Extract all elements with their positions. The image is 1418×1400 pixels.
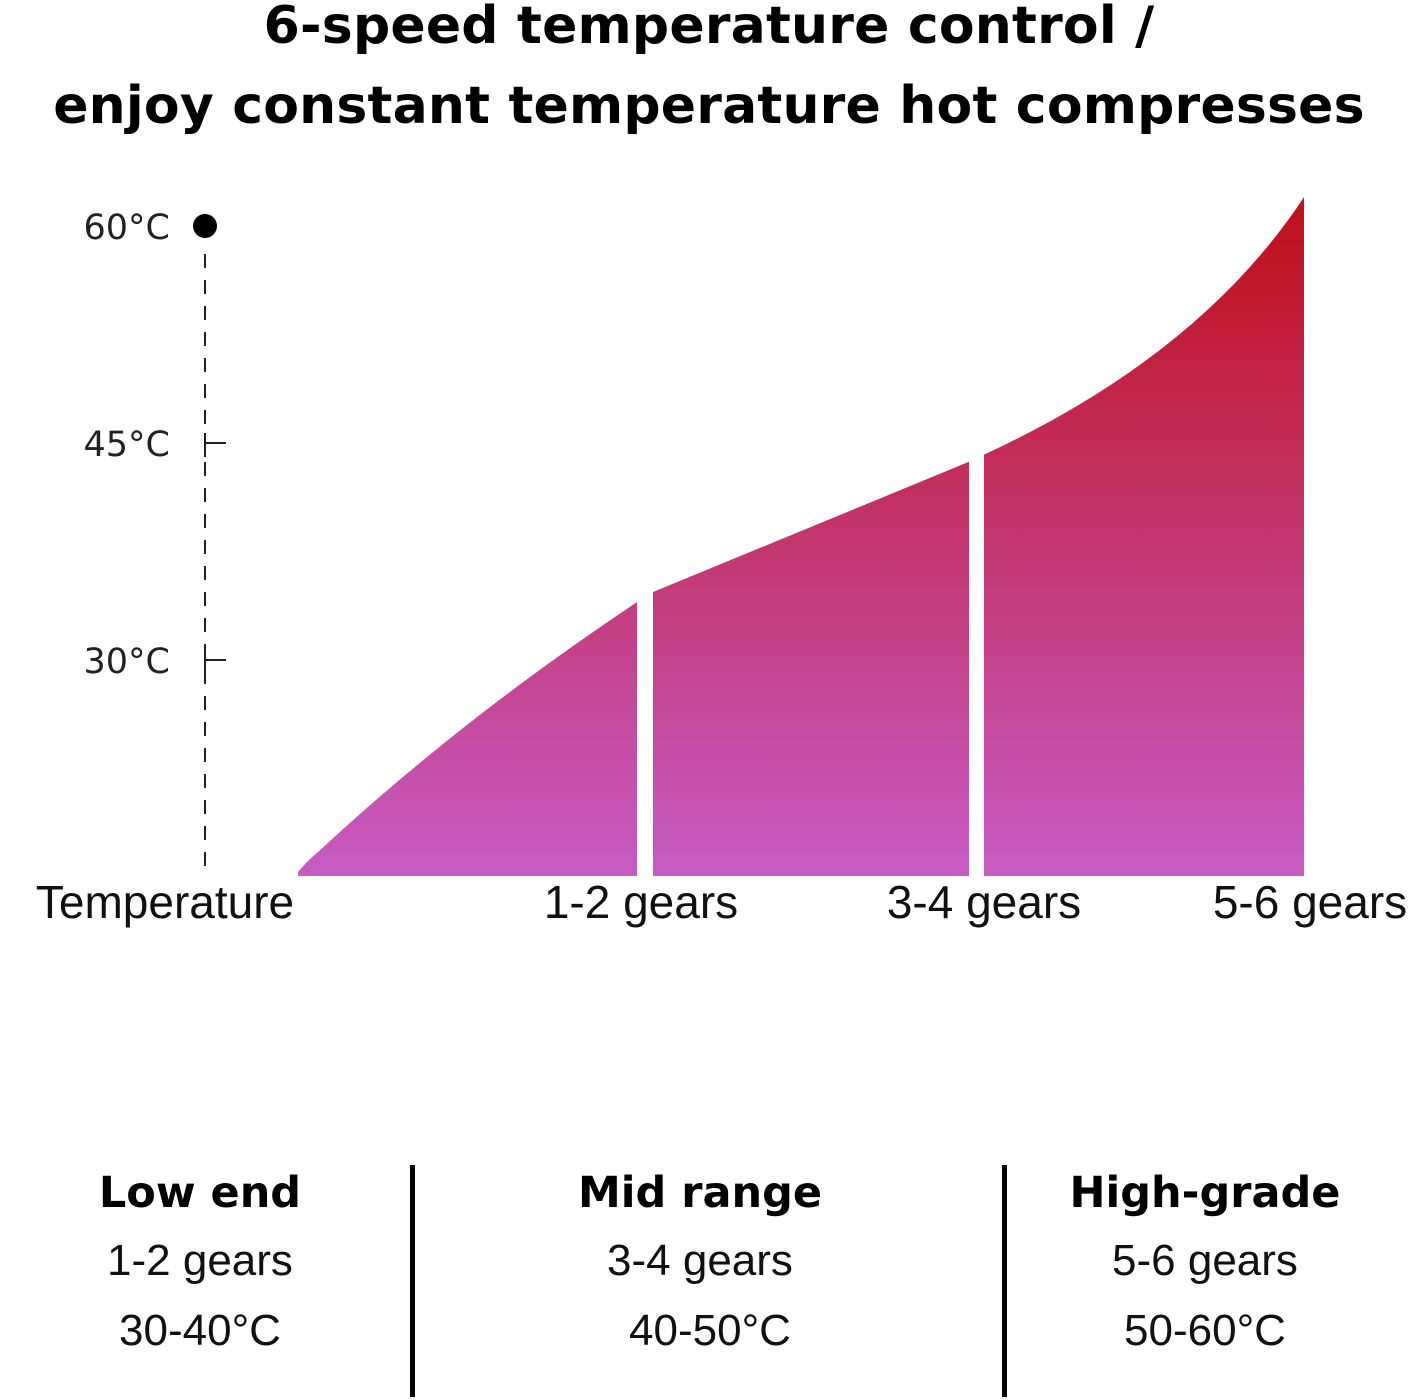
summary-range: 30-40°C [119, 1306, 281, 1355]
area-segment-1-2-gears [298, 602, 637, 876]
summary-low-end: Low end 1-2 gears 30-40°C [0, 1160, 400, 1366]
summary-heading: High-grade [1069, 1168, 1341, 1218]
summary-gears: 3-4 gears [607, 1236, 793, 1285]
y-tick-label: 45°C [84, 425, 170, 465]
area-segment-5-6-gears [984, 197, 1304, 877]
area-segment-3-4-gears [653, 461, 969, 876]
summary-mid-range: Mid range 3-4 gears 40-50°C [500, 1160, 900, 1366]
x-tick-label: 3-4 gears [887, 876, 1081, 928]
summary-divider [1002, 1165, 1007, 1397]
chart-title-line-1: 6-speed temperature control / [263, 0, 1155, 56]
summary-high-grade: High-grade 5-6 gears 50-60°C [1005, 1160, 1405, 1366]
summary-gears: 1-2 gears [107, 1236, 293, 1285]
y-axis: 60°C 45°C 30°C [84, 208, 226, 876]
summary-gears: 5-6 gears [1112, 1236, 1298, 1285]
y-tick-label: 60°C [84, 208, 170, 248]
x-tick-label: 1-2 gears [544, 876, 738, 928]
summary-range: 40-50°C [629, 1306, 791, 1355]
x-axis-title: Temperature [36, 876, 294, 928]
x-tick-label: 5-6 gears [1213, 876, 1407, 928]
summary-heading: Low end [98, 1168, 302, 1218]
chart-title-line-2: enjoy constant temperature hot compresse… [53, 76, 1365, 136]
summary-heading: Mid range [577, 1168, 823, 1218]
summary-divider [410, 1165, 415, 1397]
summary-range: 50-60°C [1124, 1306, 1286, 1355]
x-axis-labels: Temperature 1-2 gears 3-4 gears 5-6 gears [36, 876, 1407, 928]
temperature-chart: 60°C 45°C 30°C Temperature 1-2 gears 3-4 gea… [36, 197, 1407, 928]
temperature-area [298, 197, 1304, 877]
y-tick-label: 30°C [84, 642, 170, 682]
y-axis-top-dot [193, 214, 217, 238]
